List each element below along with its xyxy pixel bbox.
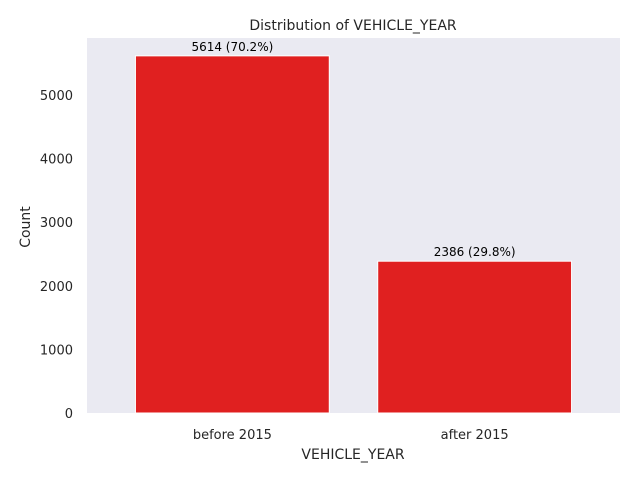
x-tick-label-0: before 2015 bbox=[193, 428, 272, 443]
y-tick-label-0: 0 bbox=[65, 407, 73, 422]
bars-group: 5614 (70.2%) 2386 (29.8%) bbox=[134, 40, 573, 414]
y-axis-label: Count bbox=[18, 206, 34, 248]
bar-data-label-1: 2386 (29.8%) bbox=[434, 245, 516, 259]
x-tick-label-1: after 2015 bbox=[441, 428, 509, 443]
y-tick-label-5: 5000 bbox=[40, 89, 73, 104]
bar-0 bbox=[134, 55, 330, 414]
ticks-group: before 2015 after 2015 0 1000 2000 3000 4000 50… bbox=[40, 89, 509, 443]
y-tick-label-1: 1000 bbox=[40, 343, 73, 358]
chart-title: Distribution of VEHICLE_YEAR bbox=[249, 18, 457, 34]
y-tick-label-4: 4000 bbox=[40, 153, 73, 168]
y-tick-label-2: 2000 bbox=[40, 280, 73, 295]
bar-1 bbox=[377, 260, 573, 414]
x-axis-label: VEHICLE_YEAR bbox=[301, 447, 404, 463]
y-tick-label-3: 3000 bbox=[40, 216, 73, 231]
bar-data-label-0: 5614 (70.2%) bbox=[191, 40, 273, 54]
